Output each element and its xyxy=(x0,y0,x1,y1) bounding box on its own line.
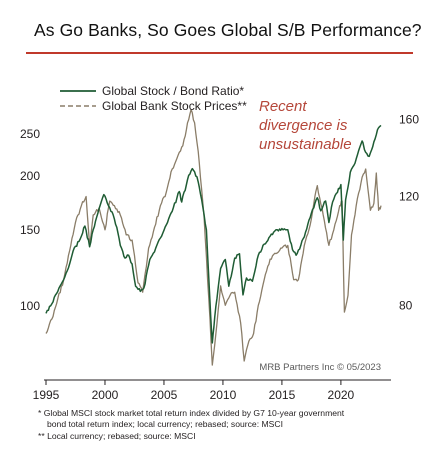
left-tick-label: 150 xyxy=(20,223,40,237)
series-line-stock-bond-ratio xyxy=(45,124,382,344)
footnote-2: ** Local currency; rebased; source: MSCI xyxy=(38,431,196,441)
legend: Global Stock / Bond Ratio* Global Bank S… xyxy=(60,84,247,113)
legend-label-banks: Global Bank Stock Prices** xyxy=(102,99,247,113)
left-tick-label: 250 xyxy=(20,127,40,141)
annotation-line-2: divergence is xyxy=(259,117,348,134)
footnote-1: * Global MSCI stock market total return … xyxy=(38,408,345,418)
right-axis-ticks: 80 120 160 xyxy=(399,112,419,312)
x-tick-label: 2015 xyxy=(269,388,296,402)
right-tick-label: 80 xyxy=(399,298,413,312)
x-tick-label: 1995 xyxy=(33,388,60,402)
credit-text: MRB Partners Inc © 05/2023 xyxy=(259,362,381,373)
x-tick-label: 2000 xyxy=(92,388,119,402)
right-tick-label: 160 xyxy=(399,112,419,126)
series-layer xyxy=(45,108,382,366)
x-tick-label: 2005 xyxy=(151,388,178,402)
x-tick-label: 2010 xyxy=(210,388,237,402)
chart-title: As Go Banks, So Goes Global S/B Performa… xyxy=(34,20,422,40)
right-tick-label: 120 xyxy=(399,190,419,204)
annotation: Recent divergence is unsustainable xyxy=(259,98,352,153)
x-axis-ticks: 1995 2000 2005 2010 2015 2020 xyxy=(33,380,355,402)
left-tick-label: 100 xyxy=(20,299,40,313)
series-line-bank-stock-prices xyxy=(45,108,382,366)
left-tick-label: 200 xyxy=(20,169,40,183)
annotation-line-3: unsustainable xyxy=(259,136,352,153)
legend-label-ratio: Global Stock / Bond Ratio* xyxy=(102,84,244,98)
footnote-1-cont: bond total return index; local currency;… xyxy=(47,419,283,429)
left-axis-ticks: 100 150 200 250 xyxy=(20,127,40,313)
annotation-line-1: Recent xyxy=(259,98,307,115)
title-underline xyxy=(26,52,413,54)
x-tick-label: 2020 xyxy=(328,388,355,402)
